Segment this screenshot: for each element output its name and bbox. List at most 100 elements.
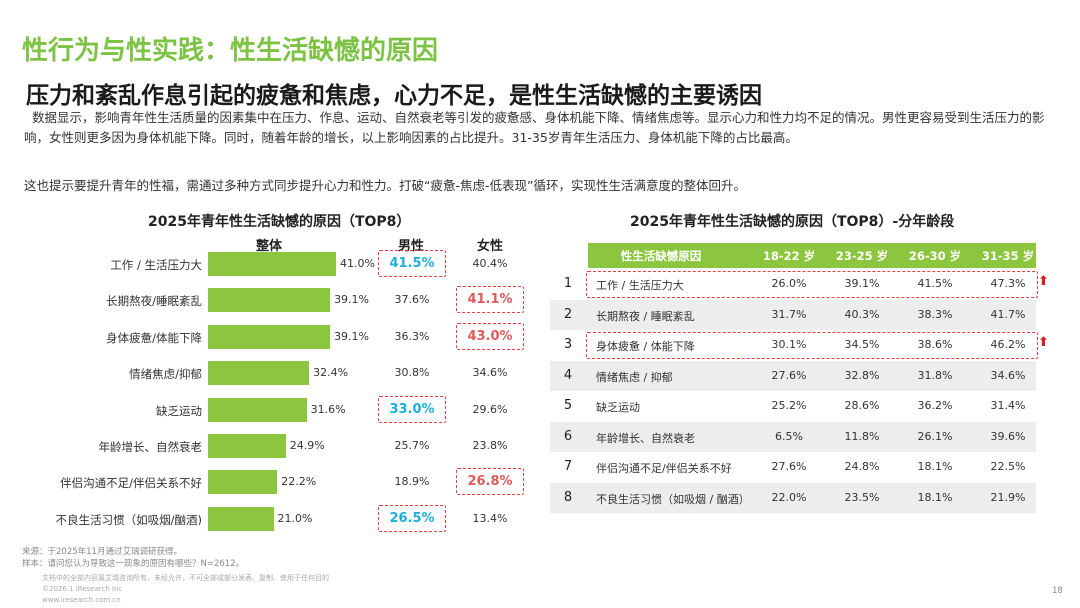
table-value: 26.0% — [771, 277, 807, 290]
table-value: 34.5% — [844, 338, 880, 351]
highlight-box — [456, 286, 524, 314]
bar-value-label: 24.9% — [289, 439, 325, 452]
table-value: 11.8% — [844, 429, 880, 443]
table-row-bg — [550, 299, 1036, 330]
table-value: 40.3% — [844, 307, 880, 321]
category-label: 年龄增长、自然衰老 — [98, 440, 203, 454]
bar — [208, 324, 331, 349]
female-value: 43.0% — [467, 328, 513, 344]
table-value: 46.2% — [990, 338, 1026, 351]
table-header-cell: 性生活缺憾原因 — [620, 249, 702, 263]
left-chart-title: 2025年青年性生活缺憾的原因（TOP8） — [148, 214, 411, 230]
page-title: 性行为与性实践：性生活缺憾的原因 — [22, 36, 439, 66]
table-rank: 2 — [563, 306, 573, 322]
female-value: 13.4% — [472, 511, 508, 525]
table-value: 38.6% — [917, 338, 953, 351]
page-subtitle: 压力和紊乱作息引起的疲惫和焦虑，心力不足，是性生活缺憾的主要诱因 — [26, 83, 762, 109]
table-value: 21.9% — [990, 490, 1026, 504]
up-arrow-icon: ⬆ — [1038, 335, 1049, 350]
highlight-box — [456, 322, 524, 350]
category-label: 伴侣沟通不足/伴侣关系不好 — [60, 476, 202, 491]
table-value: 31.7% — [771, 307, 807, 321]
right-table-title: 2025年青年性生活缺憾的原因（TOP8）-分年龄段 — [630, 214, 955, 230]
category-label: 工作 / 生活压力大 — [110, 258, 202, 272]
table-value: 39.6% — [990, 429, 1026, 443]
female-value: 41.1% — [467, 292, 513, 308]
highlight-box — [378, 395, 446, 423]
table-row-bg — [550, 482, 1036, 513]
footer-source: 来源：于2025年11月通过艾瑞调研获得。 — [22, 547, 182, 557]
table-row-bg — [550, 421, 1036, 452]
bar — [208, 288, 331, 313]
female-value: 29.6% — [472, 402, 508, 416]
table-reason: 长期熬夜 / 睡眠紊乱 — [596, 309, 695, 323]
table-value: 18.1% — [917, 490, 953, 504]
table-row-bg — [550, 360, 1036, 391]
bar-value-label: 22.2% — [281, 475, 317, 489]
table-header-cell: 31-35 岁 — [981, 249, 1035, 263]
highlight-box — [378, 250, 446, 277]
table-value: 22.0% — [771, 490, 807, 504]
table-value: 38.3% — [917, 307, 953, 321]
male-value: 33.0% — [389, 401, 435, 417]
male-value: 41.5% — [389, 256, 435, 271]
male-value: 36.3% — [394, 329, 430, 343]
table-reason: 年龄增长、自然衰老 — [596, 431, 695, 445]
male-value: 37.6% — [394, 293, 430, 307]
table-header-cell: 23-25 岁 — [835, 249, 889, 263]
female-value: 23.8% — [472, 439, 508, 452]
body-paragraph: 这也提示要提升青年的性福，需通过多种方式同步提升心力和性力。打破“疲惫-焦虑-低… — [24, 178, 746, 193]
bar-value-label: 39.1% — [334, 293, 370, 307]
table-value: 6.5% — [775, 429, 803, 443]
table-value: 36.2% — [917, 399, 953, 412]
table-value: 27.6% — [771, 460, 807, 473]
bar — [208, 252, 336, 276]
table-value: 27.6% — [771, 368, 807, 382]
table-value: 39.1% — [844, 277, 880, 290]
male-value: 26.5% — [389, 510, 435, 526]
category-label: 缺乏运动 — [156, 403, 202, 418]
table-value: 41.5% — [917, 277, 953, 290]
table-reason: 身体疲惫 / 体能下降 — [596, 340, 695, 353]
male-value: 25.7% — [394, 439, 430, 452]
male-value: 30.8% — [394, 366, 430, 380]
female-value: 26.8% — [467, 474, 513, 490]
table-value: 41.7% — [990, 307, 1026, 321]
footer-sample: 样本：请问您认为导致这一现象的原因有哪些？N=2612。 — [22, 559, 245, 569]
table-reason: 情绪焦虑 / 抑郁 — [596, 370, 673, 384]
table-value: 30.1% — [771, 338, 807, 351]
category-label: 不良生活习惯（如吸烟/酗酒) — [55, 512, 202, 527]
table-reason: 不良生活习惯（如吸烟 / 酗酒） — [596, 492, 750, 506]
table-value: 18.1% — [917, 460, 953, 473]
table-value: 31.8% — [917, 368, 953, 382]
body-paragraph: 数据显示，影响青年性生活质量的因素集中在压力、作息、运动、自然衰老等引发的疲惫感… — [24, 110, 1045, 145]
bar — [208, 397, 307, 422]
category-label: 身体疲惫/体能下降 — [106, 330, 202, 345]
table-rank: 7 — [563, 459, 573, 474]
table-reason: 伴侣沟通不足/伴侣关系不好 — [596, 462, 732, 475]
bar-value-label: 32.4% — [313, 366, 349, 380]
table-header-cell: 26-30 岁 — [908, 249, 962, 263]
bar — [208, 470, 278, 495]
table-value: 22.5% — [990, 460, 1026, 473]
bar-value-label: 39.1% — [334, 329, 370, 343]
table-rank: 1 — [563, 276, 573, 291]
table-value: 28.6% — [844, 399, 880, 412]
bar-value-label: 41.0% — [340, 257, 375, 270]
table-rank: 4 — [563, 367, 573, 383]
col-header-female: 女性 — [477, 239, 504, 254]
col-header-overall: 整体 — [256, 239, 283, 254]
bar-value-label: 21.0% — [277, 511, 313, 525]
male-value: 18.9% — [394, 475, 430, 489]
table-reason: 工作 / 生活压力大 — [596, 279, 684, 292]
table-rank: 3 — [563, 337, 573, 352]
page-number: 18 — [1052, 586, 1063, 596]
table-value: 32.8% — [844, 368, 880, 382]
footer-disclaimer: 文档中的全部内容属艾瑞咨询所有，未经允许，不可全部或部分发表、复制、使用于任何目… — [42, 574, 329, 582]
highlight-box — [378, 504, 446, 532]
female-value: 40.4% — [472, 257, 508, 270]
table-rank: 8 — [563, 489, 573, 505]
table-value: 26.1% — [917, 429, 953, 443]
table-reason: 缺乏运动 — [596, 401, 640, 414]
category-label: 长期熬夜/睡眠紊乱 — [106, 294, 202, 309]
